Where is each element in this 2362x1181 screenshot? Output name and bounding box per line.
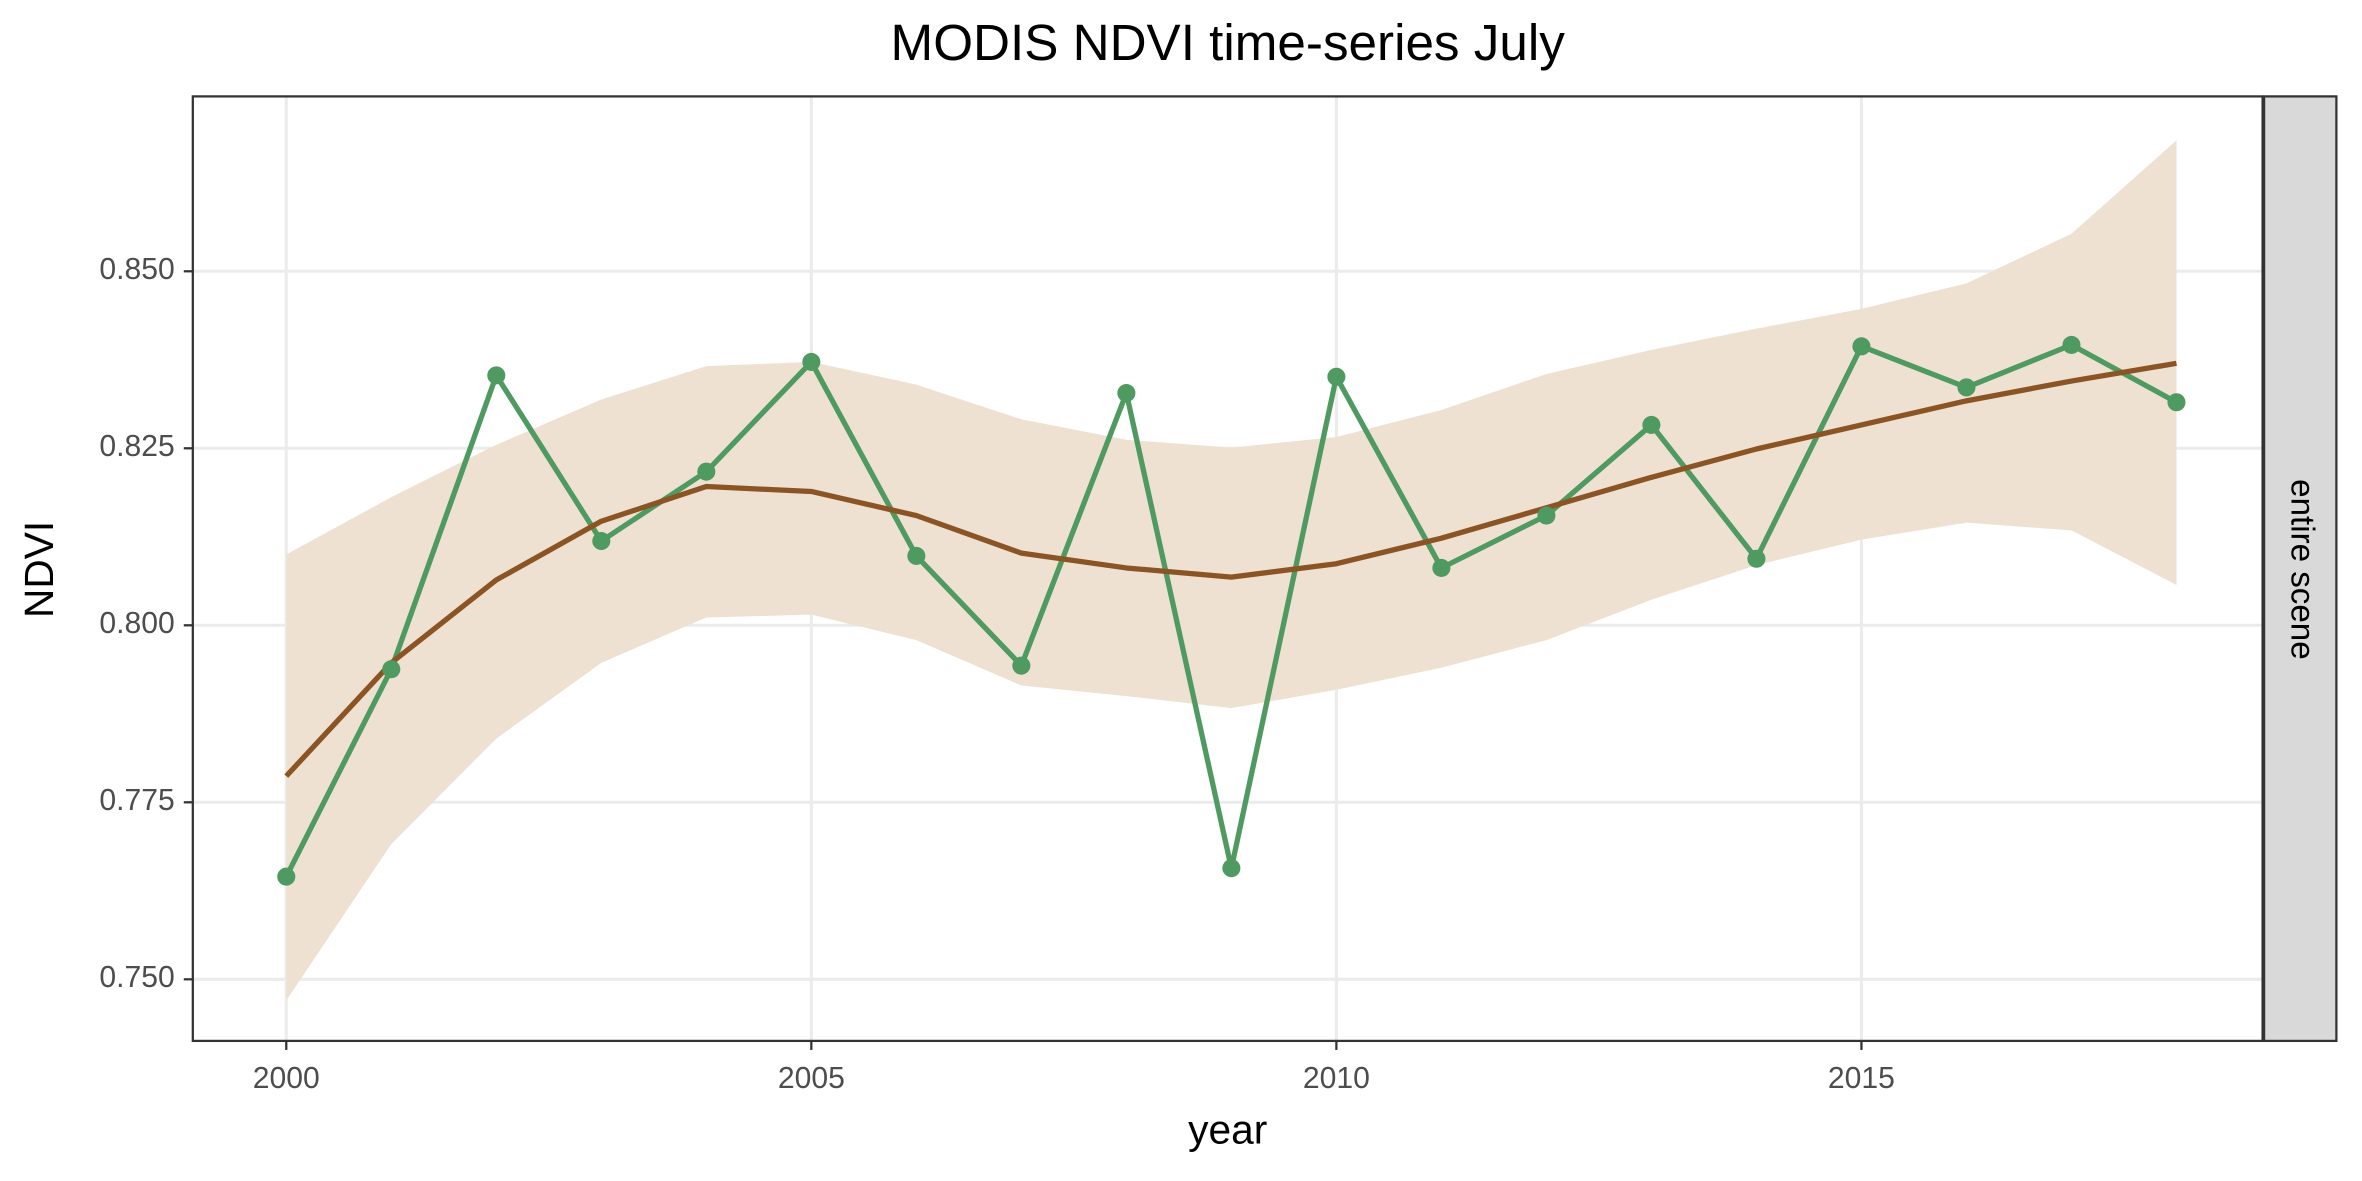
data-point <box>277 867 296 886</box>
data-point <box>907 546 926 565</box>
x-axis-title: year <box>1188 1107 1267 1153</box>
data-point <box>487 366 506 385</box>
data-point <box>697 462 716 481</box>
chart-title: MODIS NDVI time-series July <box>891 14 1566 71</box>
facet-strip <box>2262 95 2338 1043</box>
data-point <box>1432 558 1451 577</box>
y-tick-label: 0.800 <box>99 607 174 640</box>
data-point <box>1852 337 1871 356</box>
x-tick-label: 2005 <box>778 1062 845 1095</box>
x-tick-label: 2015 <box>1828 1062 1895 1095</box>
x-tick-label: 2010 <box>1303 1062 1370 1095</box>
y-tick-label: 0.850 <box>99 253 174 286</box>
data-point <box>1957 378 1976 397</box>
data-point <box>2062 335 2081 354</box>
data-point <box>1222 859 1241 878</box>
data-point <box>1747 549 1766 568</box>
data-point <box>1012 656 1031 675</box>
y-tick-label: 0.825 <box>99 430 174 463</box>
data-point <box>1537 506 1556 525</box>
data-point <box>2167 393 2186 412</box>
data-point <box>1117 384 1136 403</box>
y-tick-label: 0.775 <box>99 784 174 817</box>
x-tick-label: 2000 <box>253 1062 320 1095</box>
y-tick-label: 0.750 <box>99 961 174 994</box>
data-point <box>1327 367 1346 386</box>
panel-border <box>191 95 2264 1043</box>
data-point <box>592 532 611 551</box>
data-point <box>802 352 821 371</box>
facet-label: entire scene <box>2283 479 2320 659</box>
confidence-band <box>286 140 2177 1001</box>
data-point <box>382 660 401 679</box>
data-point <box>1642 415 1661 434</box>
plot-area: 0.750 0.775 0.800 0.825 0.850 2000 2005 2010 201… <box>99 96 2263 1095</box>
y-axis-title: NDVI <box>16 521 62 618</box>
smooth-line <box>284 360 2177 778</box>
